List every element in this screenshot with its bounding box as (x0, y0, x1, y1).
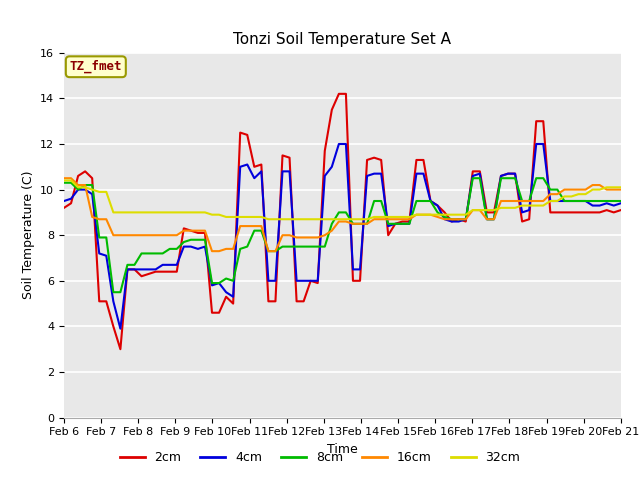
Text: TZ_fmet: TZ_fmet (70, 60, 122, 73)
Legend: 2cm, 4cm, 8cm, 16cm, 32cm: 2cm, 4cm, 8cm, 16cm, 32cm (115, 446, 525, 469)
X-axis label: Time: Time (327, 443, 358, 456)
Y-axis label: Soil Temperature (C): Soil Temperature (C) (22, 171, 35, 300)
Title: Tonzi Soil Temperature Set A: Tonzi Soil Temperature Set A (234, 33, 451, 48)
